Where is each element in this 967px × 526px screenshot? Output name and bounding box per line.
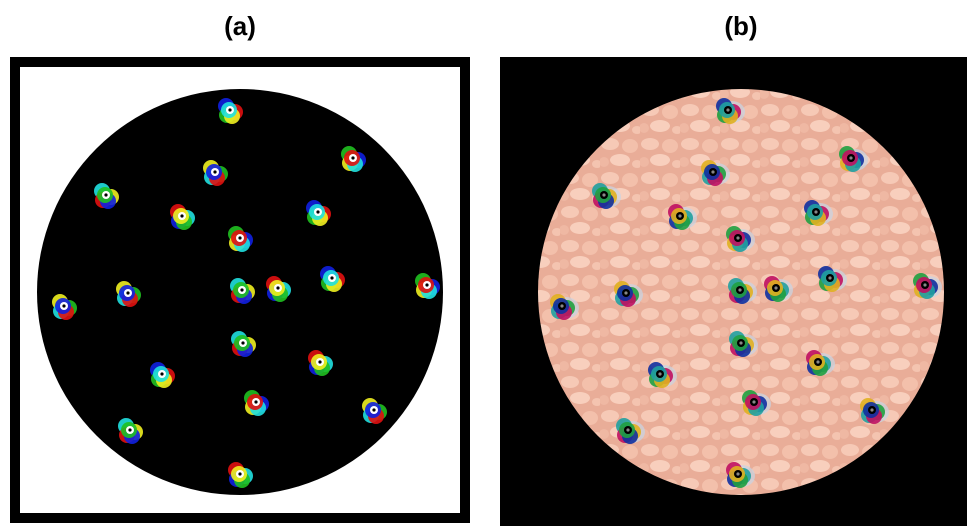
- marker-dot: [828, 276, 831, 279]
- marker-dot: [241, 341, 244, 344]
- marker-dot: [849, 156, 852, 159]
- marker-dot: [658, 372, 661, 375]
- marker-dot: [736, 472, 739, 475]
- marker-dot: [104, 193, 107, 196]
- marker-dot: [238, 472, 241, 475]
- marker-dot: [160, 372, 163, 375]
- marker-dot: [254, 400, 257, 403]
- marker-dot: [425, 283, 428, 286]
- marker-dot: [372, 408, 375, 411]
- marker-dot: [738, 288, 741, 291]
- marker-dot: [816, 360, 819, 363]
- marker-dot: [240, 288, 243, 291]
- figure: (a) (b): [0, 0, 967, 526]
- marker-dot: [351, 156, 354, 159]
- page: (a) (b) (() => { const data = JSON.parse…: [0, 0, 967, 526]
- marker-dot: [276, 286, 279, 289]
- marker-dot: [624, 291, 627, 294]
- marker-dot: [711, 170, 714, 173]
- marker-dot: [678, 214, 681, 217]
- marker-dot: [126, 291, 129, 294]
- marker-dot: [330, 276, 333, 279]
- marker-dot: [602, 193, 605, 196]
- marker-dot: [814, 210, 817, 213]
- marker-dot: [228, 108, 231, 111]
- marker-dot: [180, 214, 183, 217]
- marker-dot: [870, 408, 873, 411]
- marker-dot: [318, 360, 321, 363]
- marker-dot: [213, 170, 216, 173]
- marker-dot: [626, 428, 629, 431]
- marker-dot: [736, 236, 739, 239]
- marker-dot: [923, 283, 926, 286]
- marker-dot: [238, 236, 241, 239]
- marker-dot: [316, 210, 319, 213]
- marker-dot: [62, 304, 65, 307]
- marker-dot: [128, 428, 131, 431]
- marker-dot: [560, 304, 563, 307]
- marker-dot: [752, 400, 755, 403]
- marker-dot: [774, 286, 777, 289]
- panel-label: (a): [224, 11, 256, 41]
- panel-label: (b): [724, 11, 757, 41]
- marker-dot: [739, 341, 742, 344]
- marker-dot: [726, 108, 729, 111]
